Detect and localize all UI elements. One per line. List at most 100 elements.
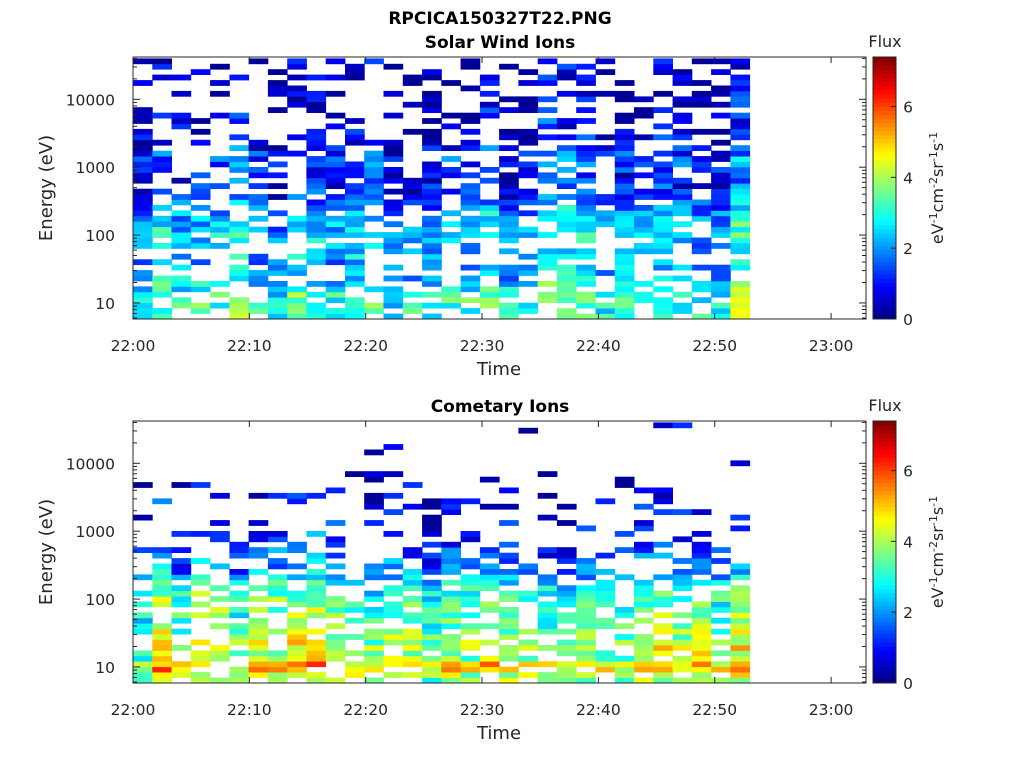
heatmap-cell bbox=[422, 585, 442, 592]
heatmap-cell bbox=[711, 639, 731, 646]
heatmap-cell bbox=[306, 281, 327, 287]
heatmap-cell bbox=[229, 275, 250, 282]
heatmap-cell bbox=[171, 612, 192, 619]
heatmap-cell bbox=[634, 221, 654, 228]
heatmap-cell bbox=[711, 183, 731, 189]
heatmap-cell bbox=[267, 579, 288, 586]
heatmap-cell bbox=[306, 96, 327, 103]
heatmap-cell bbox=[287, 194, 307, 200]
heatmap-cell bbox=[691, 547, 712, 553]
heatmap-cell bbox=[672, 237, 693, 244]
colorbar-title: Flux bbox=[868, 32, 901, 51]
heatmap-cell bbox=[383, 205, 404, 211]
heatmap-cell bbox=[229, 596, 250, 602]
heatmap-cell bbox=[306, 639, 327, 646]
heatmap-cell bbox=[364, 639, 384, 646]
colorbar-swatch bbox=[873, 142, 896, 148]
heatmap-cell bbox=[152, 596, 172, 602]
heatmap-cell bbox=[325, 205, 346, 211]
heatmap-cell bbox=[556, 552, 577, 559]
heatmap-cell bbox=[287, 221, 307, 228]
heatmap-cell bbox=[499, 634, 519, 640]
heatmap-cell bbox=[287, 498, 307, 505]
heatmap-cell bbox=[499, 596, 519, 602]
heatmap-cell bbox=[556, 264, 577, 271]
heatmap-cell bbox=[248, 275, 269, 282]
heatmap-cell bbox=[691, 313, 712, 320]
heatmap-cell bbox=[653, 172, 673, 179]
heatmap-cell bbox=[653, 221, 673, 228]
heatmap-cell bbox=[691, 205, 712, 211]
heatmap-cell bbox=[518, 101, 539, 108]
heatmap-cell bbox=[133, 232, 153, 238]
heatmap-cell bbox=[730, 90, 751, 97]
heatmap-cell bbox=[537, 607, 558, 613]
heatmap-cell bbox=[518, 226, 539, 233]
heatmap-cell bbox=[402, 482, 423, 488]
heatmap-cell bbox=[653, 243, 673, 249]
heatmap-cell bbox=[306, 308, 327, 314]
heatmap-cell bbox=[653, 666, 673, 673]
heatmap-cell bbox=[479, 569, 500, 575]
heatmap-cell bbox=[499, 232, 519, 238]
colorbar-swatch bbox=[873, 654, 896, 659]
heatmap-cell bbox=[210, 215, 230, 222]
heatmap-cell bbox=[460, 666, 481, 673]
heatmap-cell bbox=[672, 275, 693, 282]
heatmap-cell bbox=[576, 150, 596, 157]
heatmap-cell bbox=[711, 617, 731, 624]
heatmap-cell bbox=[345, 63, 365, 70]
heatmap-cell bbox=[614, 281, 635, 287]
heatmap-cell bbox=[267, 264, 288, 271]
heatmap-cell bbox=[383, 150, 404, 157]
heatmap-cell bbox=[441, 232, 461, 238]
heatmap-cell bbox=[441, 123, 461, 130]
heatmap-cell bbox=[306, 677, 327, 684]
heatmap-cell bbox=[325, 308, 346, 314]
heatmap-cell bbox=[267, 590, 288, 597]
heatmap-cell bbox=[614, 80, 635, 86]
heatmap-cell bbox=[422, 607, 442, 613]
heatmap-cell bbox=[190, 655, 211, 662]
heatmap-cell bbox=[364, 612, 384, 619]
heatmap-cell bbox=[229, 232, 250, 238]
colorbar-swatch bbox=[873, 556, 896, 561]
heatmap-cell bbox=[614, 286, 635, 293]
heatmap-cell bbox=[691, 509, 712, 515]
heatmap-cell bbox=[691, 677, 712, 684]
heatmap-cell bbox=[306, 232, 327, 238]
colorbar-swatch bbox=[873, 539, 896, 545]
heatmap-cell bbox=[672, 661, 693, 668]
heatmap-cell bbox=[499, 308, 519, 314]
heatmap-cell bbox=[441, 650, 461, 657]
heatmap-cell bbox=[325, 677, 346, 684]
heatmap-cell bbox=[152, 139, 172, 146]
heatmap-cell bbox=[672, 308, 693, 314]
heatmap-cell bbox=[730, 650, 751, 657]
colorbar-swatch bbox=[873, 138, 896, 144]
heatmap-cell bbox=[422, 139, 442, 146]
heatmap-cell bbox=[537, 471, 558, 477]
heatmap-cell bbox=[306, 302, 327, 309]
heatmap-cell bbox=[422, 194, 442, 200]
heatmap-cell bbox=[422, 503, 442, 510]
heatmap-cell bbox=[306, 492, 327, 499]
colorbar-swatch bbox=[873, 572, 896, 578]
heatmap-cell bbox=[441, 617, 461, 624]
heatmap-cell bbox=[730, 645, 751, 651]
heatmap-cell bbox=[229, 177, 250, 184]
heatmap-cell bbox=[190, 194, 211, 200]
heatmap-cell bbox=[653, 650, 673, 657]
heatmap-cell bbox=[210, 291, 230, 298]
heatmap-cell bbox=[691, 248, 712, 255]
heatmap-cell bbox=[576, 177, 596, 184]
heatmap-cell bbox=[133, 672, 153, 678]
heatmap-cell bbox=[576, 221, 596, 228]
heatmap-cell bbox=[460, 118, 481, 124]
heatmap-cell bbox=[614, 259, 635, 266]
heatmap-cell bbox=[576, 302, 596, 309]
colorbar-swatch bbox=[873, 208, 896, 214]
heatmap-cell bbox=[672, 677, 693, 684]
heatmap-cell bbox=[210, 655, 230, 662]
